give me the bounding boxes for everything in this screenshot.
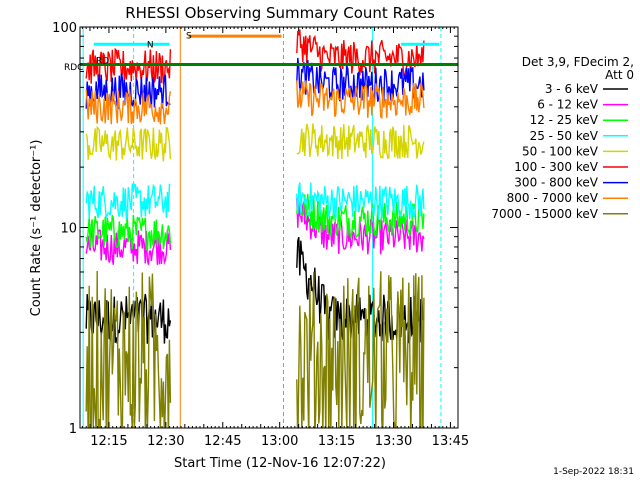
series-trace-7000-15000 bbox=[85, 270, 172, 428]
legend-label: 300 - 800 keV bbox=[514, 176, 598, 190]
legend-label: 12 - 25 keV bbox=[530, 113, 599, 127]
series-trace-50-100 bbox=[296, 123, 425, 160]
x-tick-label: 12:30 bbox=[147, 434, 184, 449]
series-trace-100-300 bbox=[85, 47, 172, 85]
series-trace-300-800 bbox=[296, 57, 425, 103]
series-trace-25-50 bbox=[296, 182, 425, 220]
x-tick-label: 13:30 bbox=[375, 434, 412, 449]
legend-header: Det 3,9, FDecim 2, bbox=[522, 55, 634, 69]
series-trace-12-25 bbox=[296, 193, 425, 240]
annotation-rd: RD bbox=[96, 57, 109, 67]
legend-label: 25 - 50 keV bbox=[530, 129, 599, 143]
series-trace-100-300 bbox=[296, 29, 425, 77]
footer-date: 1-Sep-2022 18:31 bbox=[553, 467, 634, 477]
series-trace-800-7000 bbox=[296, 80, 425, 120]
x-tick-label: 13:15 bbox=[318, 434, 355, 449]
y-tick-label: 10 bbox=[60, 222, 77, 237]
legend-label: 3 - 6 keV bbox=[545, 82, 599, 96]
series-trace-12-25 bbox=[85, 214, 172, 251]
series-trace-25-50 bbox=[85, 183, 171, 221]
legend-label: 50 - 100 keV bbox=[522, 144, 599, 158]
legend-label: 6 - 12 keV bbox=[537, 98, 599, 112]
x-axis-label: Start Time (12-Nov-16 12:07:22) bbox=[174, 456, 386, 471]
annotation-s: S bbox=[186, 31, 192, 41]
series-trace-300-800 bbox=[85, 73, 171, 109]
axes: RDC 12:15 12:30 12:45 13:00 13:15 13:30 13:45 1 1… bbox=[52, 21, 469, 449]
y-tick-label: 1 bbox=[69, 422, 77, 437]
chart-title: RHESSI Observing Summary Count Rates bbox=[125, 4, 435, 22]
x-tick-label: 13:45 bbox=[432, 434, 469, 449]
plot-marks: RD N S bbox=[80, 27, 458, 428]
legend: Det 3,9, FDecim 2,Att 0 3 - 6 keV 6 - 12 k… bbox=[491, 55, 634, 221]
y-axis-label: Count Rate (s⁻¹ detector⁻¹) bbox=[29, 140, 44, 317]
legend-label: 800 - 7000 keV bbox=[507, 191, 599, 205]
series-trace-50-100 bbox=[85, 125, 172, 162]
plot-area: RD N S bbox=[80, 27, 458, 428]
series-trace-3-6 bbox=[85, 293, 172, 344]
x-tick-label: 12:45 bbox=[204, 434, 241, 449]
x-tick-label: 13:00 bbox=[261, 434, 298, 449]
legend-label: 7000 - 15000 keV bbox=[491, 207, 598, 221]
annotation-n: N bbox=[147, 40, 154, 50]
legend-label: 100 - 300 keV bbox=[514, 160, 598, 174]
series-trace-7000-15000 bbox=[296, 271, 425, 428]
series-trace-800-7000 bbox=[85, 89, 172, 125]
legend-header: Att 0 bbox=[605, 68, 634, 82]
x-tick-label: 12:15 bbox=[90, 434, 127, 449]
annotation-rdc: RDC bbox=[64, 63, 83, 73]
y-tick-label: 100 bbox=[52, 21, 77, 36]
